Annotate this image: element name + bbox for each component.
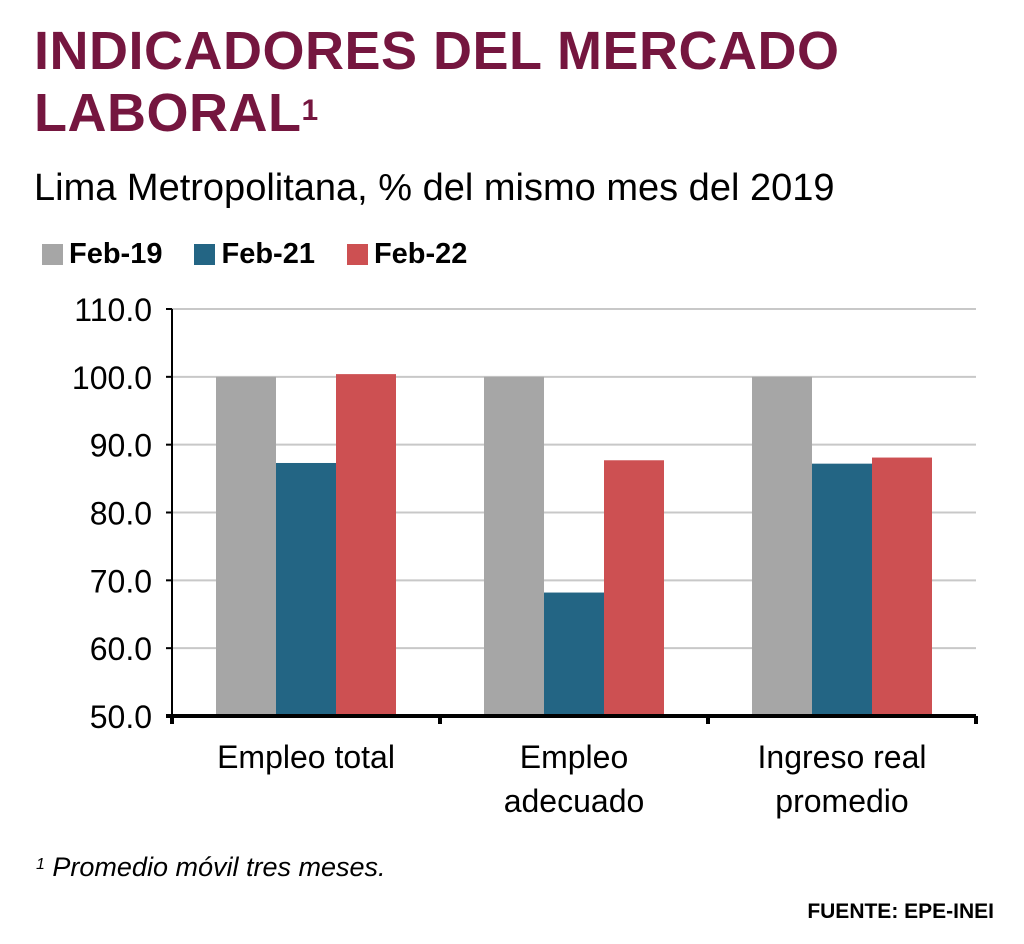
- chart-title-text: INDICADORES DEL MERCADO LABORAL: [34, 21, 840, 143]
- bar-feb-19-0: [216, 376, 276, 716]
- x-category-label: Ingreso real: [758, 739, 927, 775]
- y-tick-label: 70.0: [90, 563, 152, 599]
- footnote: 1 Promedio móvil tres meses.: [36, 850, 386, 884]
- bar-feb-22-2: [872, 457, 932, 716]
- bar-feb-22-0: [336, 374, 396, 716]
- chart-title: INDICADORES DEL MERCADO LABORAL1: [34, 20, 994, 144]
- footnote-marker: 1: [36, 856, 45, 873]
- bar-feb-21-1: [544, 592, 604, 716]
- bar-feb-19-1: [484, 376, 544, 716]
- y-tick-label: 60.0: [90, 631, 152, 667]
- legend-label: Feb-21: [221, 237, 315, 270]
- bar-feb-21-2: [812, 463, 872, 716]
- y-tick-label: 90.0: [90, 428, 152, 464]
- x-category-label: promedio: [775, 783, 908, 819]
- y-tick-label: 110.0: [74, 292, 152, 328]
- title-footnote-marker: 1: [301, 94, 319, 127]
- legend-label: Feb-22: [373, 237, 468, 270]
- legend-item-feb-19: Feb-19: [42, 238, 162, 271]
- bar-chart: 50.0 60.0 70.0 80.0 90.0 100.0 110.0 Empleo tot…: [72, 292, 978, 819]
- x-category-label: Empleo total: [217, 739, 395, 775]
- legend-item-feb-22: Feb-22: [346, 237, 468, 271]
- y-tick-label: 50.0: [90, 699, 152, 735]
- bar-feb-21-0: [276, 462, 336, 716]
- legend-swatch: [42, 243, 63, 265]
- legend-swatch: [194, 243, 216, 265]
- footnote-text: Promedio móvil tres meses.: [44, 852, 386, 882]
- legend-item-feb-21: Feb-21: [194, 237, 315, 271]
- x-category-label: Empleo: [520, 739, 629, 775]
- legend-swatch: [346, 243, 368, 265]
- y-tick-label: 80.0: [90, 496, 152, 532]
- y-tick-label: 100.0: [72, 360, 152, 396]
- bar-feb-19-2: [752, 376, 812, 716]
- legend-label: Feb-19: [69, 237, 163, 270]
- source-credit: FUENTE: EPE-INEI: [807, 900, 994, 923]
- bar-feb-22-1: [604, 460, 664, 716]
- chart-legend: Feb-19 Feb-21 Feb-22: [42, 234, 499, 274]
- x-category-label: adecuado: [504, 783, 645, 819]
- chart-subtitle: Lima Metropolitana, % del mismo mes del …: [34, 167, 835, 209]
